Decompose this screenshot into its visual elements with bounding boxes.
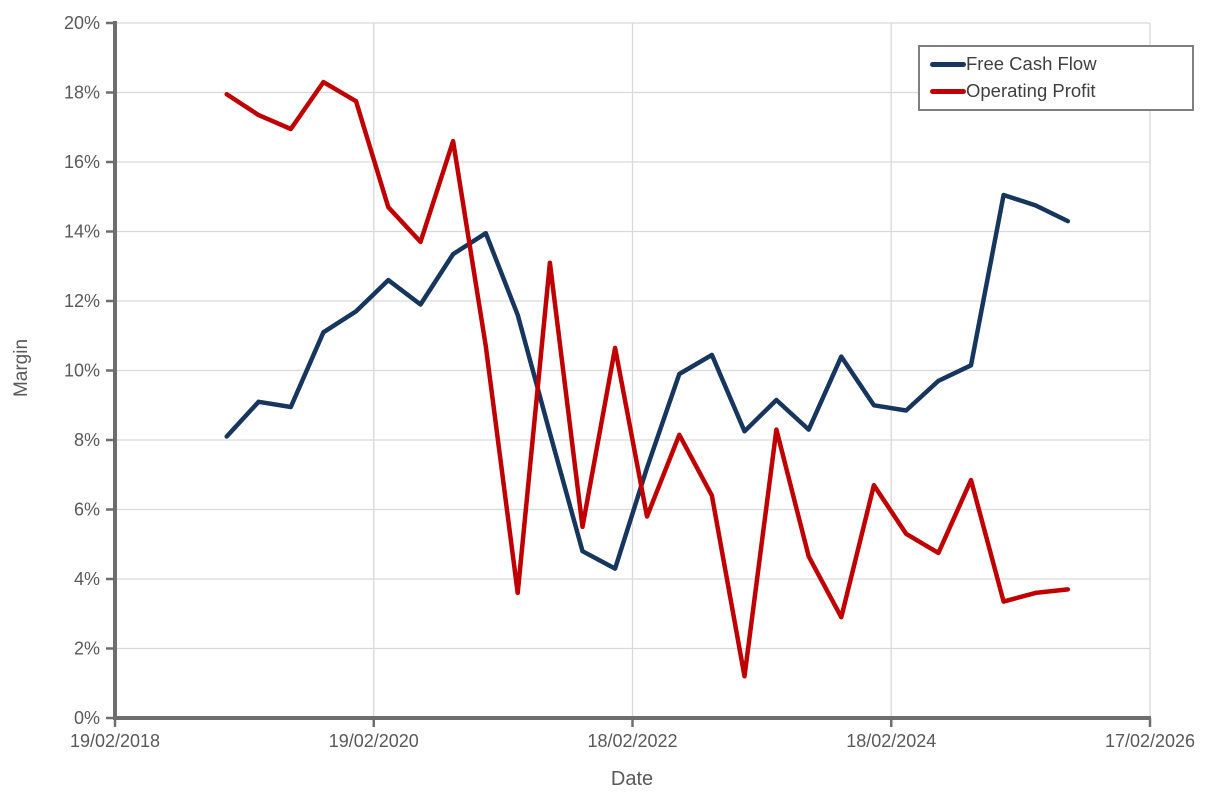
legend-label-free-cash-flow: Free Cash Flow xyxy=(966,53,1097,75)
legend-label-operating-profit: Operating Profit xyxy=(966,80,1096,102)
y-axis-title: Margin xyxy=(11,338,32,398)
x-tick-label: 17/02/2026 xyxy=(1105,731,1195,751)
series-line-free-cash-flow xyxy=(224,192,1071,571)
legend-line-swatch-operating-profit xyxy=(930,88,966,94)
legend-line-swatch-free-cash-flow xyxy=(930,62,966,68)
y-tick-label: 8% xyxy=(74,430,100,450)
y-tick-label: 18% xyxy=(64,83,100,103)
y-tick-label: 14% xyxy=(64,222,100,242)
x-tick-label: 18/02/2022 xyxy=(587,731,677,751)
legend: Free Cash Flow Operating Profit xyxy=(918,45,1194,111)
x-axis-title: Date xyxy=(610,768,654,790)
x-tick-label: 19/02/2018 xyxy=(70,731,160,751)
y-tick-label: 12% xyxy=(64,291,100,311)
series-line-operating-profit xyxy=(224,79,1071,679)
legend-item-free-cash-flow: Free Cash Flow xyxy=(930,55,1192,74)
y-tick-label: 6% xyxy=(74,500,100,520)
legend-item-operating-profit: Operating Profit xyxy=(930,82,1192,101)
x-tick-label: 18/02/2024 xyxy=(846,731,936,751)
y-tick-label: 10% xyxy=(64,361,100,381)
x-tick-label: 19/02/2020 xyxy=(329,731,419,751)
y-tick-label: 20% xyxy=(64,13,100,33)
y-tick-label: 4% xyxy=(74,569,100,589)
y-tick-label: 16% xyxy=(64,152,100,172)
y-tick-label: 2% xyxy=(74,639,100,659)
y-tick-label: 0% xyxy=(74,708,100,728)
